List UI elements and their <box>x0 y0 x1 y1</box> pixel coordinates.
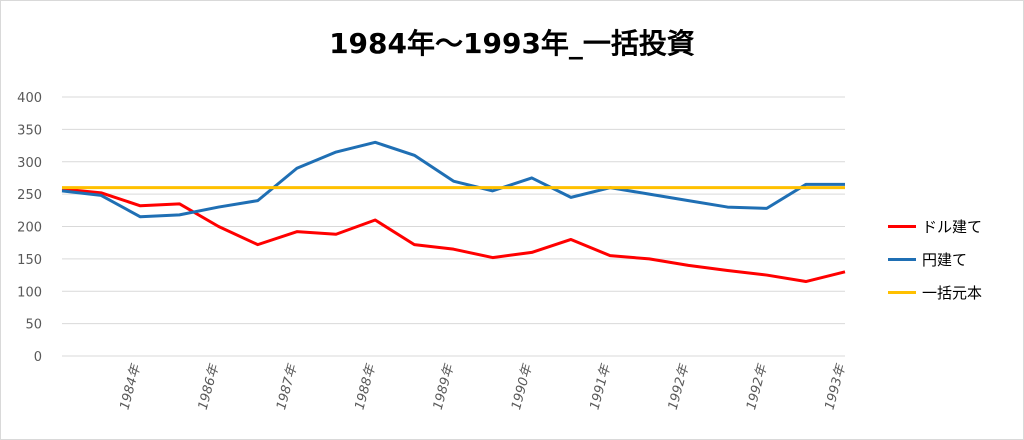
x-tick-label: 1987年 <box>274 361 301 411</box>
y-tick-label: 200 <box>17 221 42 236</box>
x-tick-label: 1988年 <box>352 361 379 411</box>
y-tick-label: 0 <box>34 350 42 365</box>
x-tick-label: 1984年 <box>117 361 144 411</box>
x-tick-label: 1990年 <box>509 361 536 411</box>
legend-swatch-usd <box>888 225 916 228</box>
x-tick-label: 1989年 <box>431 361 458 411</box>
y-axis-ticks: 0 50 100 150 200 250 300 350 400 <box>17 91 42 365</box>
legend-swatch-principal <box>888 291 916 294</box>
y-tick-label: 150 <box>17 253 42 268</box>
y-tick-label: 100 <box>17 285 42 300</box>
x-axis-ticks: 1984年 1986年 1987年 1988年 1989年 1990年 1991年 1992年… <box>117 361 849 411</box>
x-tick-label: 1992年 <box>744 361 771 411</box>
series-line-0 <box>61 187 846 284</box>
y-tick-label: 250 <box>17 188 42 203</box>
legend-item-jpy: 円建て <box>888 243 982 276</box>
y-tick-label: 350 <box>17 123 42 138</box>
legend-item-usd: ドル建て <box>888 210 982 243</box>
legend: ドル建て 円建て 一括元本 <box>888 210 982 309</box>
y-tick-label: 400 <box>17 91 42 106</box>
y-tick-label: 50 <box>25 318 42 333</box>
series-line-1 <box>61 140 845 219</box>
x-tick-label: 1992年 <box>666 361 693 411</box>
x-tick-label: 1986年 <box>196 361 223 411</box>
x-tick-label: 1991年 <box>587 361 614 411</box>
legend-item-principal: 一括元本 <box>888 276 982 309</box>
gridlines <box>62 96 845 357</box>
legend-label-principal: 一括元本 <box>922 284 983 302</box>
legend-swatch-jpy <box>888 258 916 261</box>
legend-label-jpy: 円建て <box>922 251 968 269</box>
chart-title: 1984年～1993年_一括投資 <box>329 27 695 60</box>
series-lines <box>61 140 846 284</box>
legend-label-usd: ドル建て <box>922 218 983 236</box>
y-tick-label: 300 <box>17 156 42 171</box>
x-tick-label: 1993年 <box>822 361 849 411</box>
